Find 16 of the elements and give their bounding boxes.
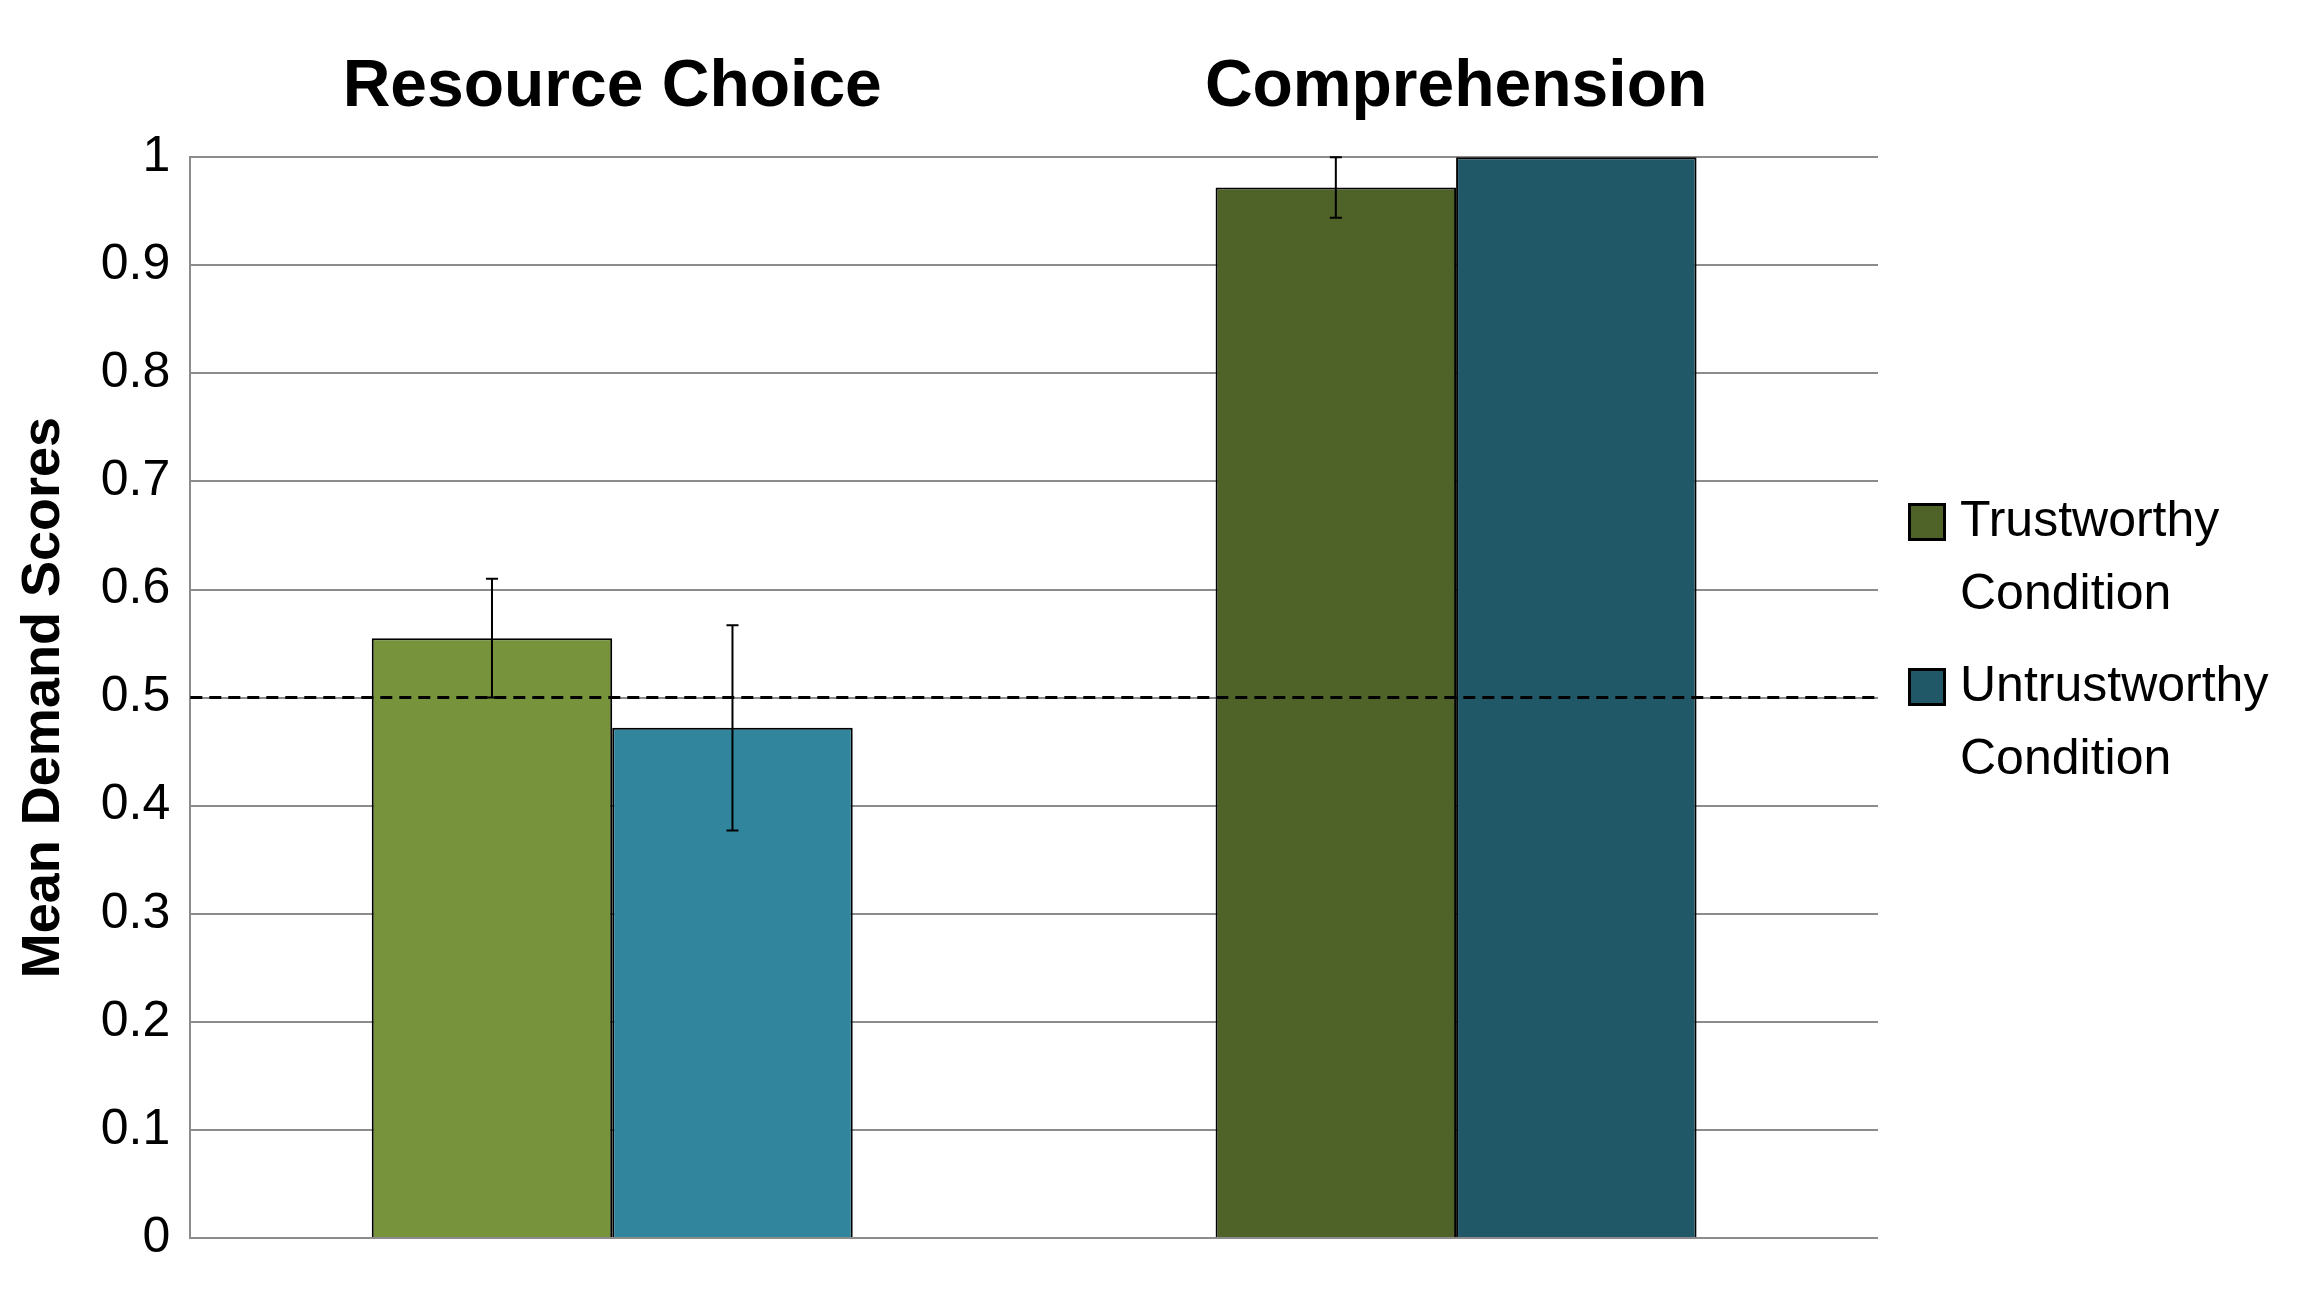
x-tick-label: Comprehension xyxy=(1204,45,1708,120)
legend-label: Untrustworthy Condition xyxy=(1960,655,2270,787)
y-tick-label: 0.8 xyxy=(100,342,171,399)
y-tick-label: 0.3 xyxy=(100,882,171,939)
x-tick-label: Resource Choice xyxy=(342,45,882,120)
y-tick-label: 0.4 xyxy=(100,774,171,831)
y-tick-label: 0 xyxy=(142,1206,171,1263)
y-tick-label: 0.2 xyxy=(100,990,171,1047)
legend-label: Trustworthy Condition xyxy=(1960,490,2221,622)
y-tick-label: 0.1 xyxy=(100,1098,171,1155)
y-tick-label: 1 xyxy=(142,125,171,182)
y-tick-label: 0.9 xyxy=(100,234,171,291)
y-tick-label: 0.5 xyxy=(100,666,171,723)
y-tick-label: 0.6 xyxy=(100,558,171,615)
y-tick-label: 0.7 xyxy=(100,450,171,507)
y-axis-title: Mean Demand Scores xyxy=(10,417,71,979)
